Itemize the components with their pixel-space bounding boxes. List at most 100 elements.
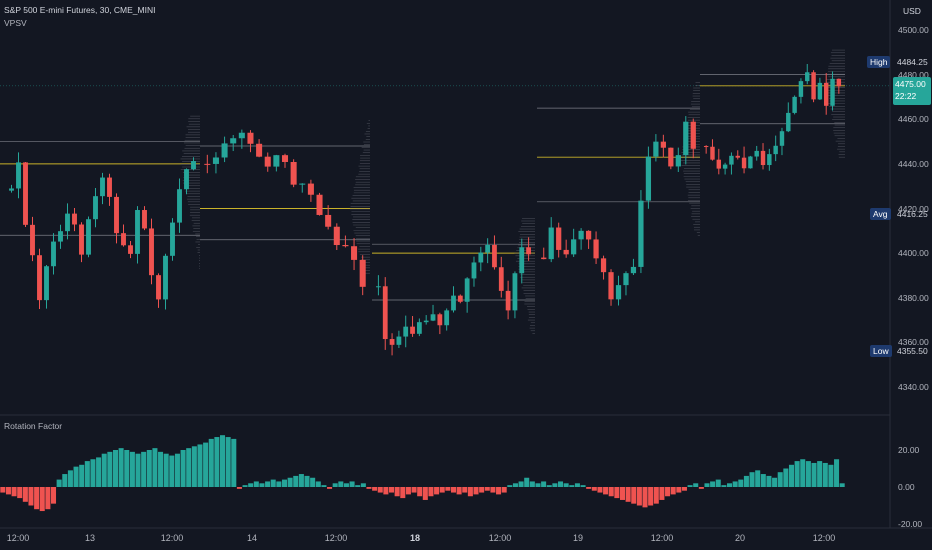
currency-label[interactable]: USD bbox=[903, 6, 921, 16]
price-tick-label: 4360.00 bbox=[898, 337, 929, 348]
candle-body bbox=[230, 138, 237, 144]
rotation-factor-bar bbox=[0, 487, 6, 493]
rotation-factor-bar bbox=[220, 435, 226, 487]
candle-body bbox=[416, 322, 422, 334]
time-tick-label: 12:00 bbox=[324, 533, 348, 543]
candle-body bbox=[585, 230, 592, 240]
rotation-factor-bar bbox=[811, 462, 817, 487]
rotation-factor-bar bbox=[225, 437, 231, 487]
candle-body bbox=[156, 275, 161, 300]
rotation-factor-bar bbox=[642, 487, 648, 508]
candle-body bbox=[403, 326, 409, 337]
rotation-factor-bar bbox=[603, 487, 609, 495]
price-tick-label: 4420.00 bbox=[898, 203, 929, 214]
rotation-factor-bar bbox=[349, 481, 355, 487]
price-tick-label: 4500.00 bbox=[898, 25, 929, 35]
rotation-factor-bar bbox=[304, 475, 310, 487]
candle-body bbox=[389, 339, 395, 345]
candle-body bbox=[72, 213, 77, 225]
candle-body bbox=[505, 290, 511, 311]
candle-body bbox=[630, 266, 637, 274]
avg-value: 4416.25 bbox=[897, 209, 928, 219]
rotation-factor-bar bbox=[287, 477, 293, 487]
candle-body bbox=[767, 154, 772, 166]
rotation-factor-bar bbox=[625, 487, 631, 502]
rotation-factor-bar bbox=[445, 487, 451, 491]
rotation-factor-bar bbox=[281, 479, 287, 487]
rotation-factor-bar bbox=[236, 487, 242, 489]
rotation-factor-bar bbox=[450, 487, 456, 493]
rotation-factor-bar bbox=[524, 477, 530, 487]
candle-body bbox=[805, 72, 810, 82]
candle-body bbox=[382, 286, 388, 340]
price-tick-label: 4380.00 bbox=[898, 292, 929, 303]
candle-body bbox=[359, 259, 366, 287]
rotation-factor-bar bbox=[462, 487, 468, 493]
rotation-factor-bar bbox=[518, 481, 524, 487]
candle-body bbox=[690, 121, 696, 149]
rotation-factor-bar bbox=[484, 487, 490, 491]
rotation-factor-bar bbox=[338, 481, 344, 487]
rotation-factor-bar bbox=[631, 487, 637, 504]
price-tick-label: 4400.00 bbox=[898, 248, 929, 259]
oscillator-title[interactable]: Rotation Factor bbox=[4, 421, 63, 431]
candle-body bbox=[316, 194, 323, 215]
rotation-factor-bar bbox=[738, 479, 744, 487]
candle-body bbox=[51, 241, 56, 267]
candle-body bbox=[779, 131, 785, 146]
candle-body bbox=[836, 78, 842, 87]
low-tag: Low bbox=[870, 345, 892, 357]
indicator-vpsv-label[interactable]: VPSV bbox=[4, 18, 27, 28]
rotation-factor-bar bbox=[79, 464, 85, 487]
rotation-factor-bar bbox=[479, 487, 485, 493]
candle-body bbox=[556, 227, 562, 250]
rotation-factor-bar bbox=[90, 459, 96, 487]
candle-body bbox=[645, 156, 652, 201]
rotation-factor-bar bbox=[259, 483, 265, 487]
rotation-factor-bar bbox=[490, 487, 496, 493]
rotation-factor-bar bbox=[698, 487, 704, 489]
candle-body bbox=[512, 273, 518, 311]
candle-body bbox=[290, 161, 297, 185]
candle-body bbox=[660, 141, 666, 148]
rotation-factor-bar bbox=[101, 453, 107, 487]
rotation-factor-bar bbox=[118, 448, 124, 487]
candle-body bbox=[773, 145, 778, 155]
rotation-factor-bar bbox=[146, 450, 152, 487]
rotation-factor-bar bbox=[721, 485, 727, 487]
rotation-factor-bar bbox=[169, 455, 175, 487]
rotation-factor-bar bbox=[107, 451, 113, 487]
candle-body bbox=[830, 78, 835, 106]
candle-body bbox=[65, 213, 70, 232]
rotation-factor-bar bbox=[704, 483, 710, 487]
candle-body bbox=[114, 196, 119, 234]
rotation-factor-bar bbox=[501, 487, 507, 493]
candle-body bbox=[16, 162, 21, 189]
rotation-factor-bar bbox=[417, 487, 423, 497]
candle-body bbox=[498, 267, 504, 291]
rotation-factor-bar bbox=[310, 477, 316, 487]
candle-body bbox=[519, 247, 525, 274]
candle-body bbox=[204, 163, 211, 165]
time-tick-label: 12:00 bbox=[6, 533, 30, 543]
candle-body bbox=[526, 247, 531, 255]
rotation-factor-bar bbox=[659, 487, 665, 500]
rotation-factor-bar bbox=[135, 453, 141, 487]
candle-body bbox=[121, 233, 126, 246]
candle-body bbox=[653, 141, 659, 157]
candle-body bbox=[128, 245, 133, 254]
symbol-title: S&P 500 E-mini Futures, 30, CME_MINI bbox=[4, 5, 156, 15]
rotation-factor-bar bbox=[174, 453, 180, 487]
candle-body bbox=[735, 155, 740, 158]
candle-body bbox=[811, 72, 816, 100]
rotation-factor-bar bbox=[428, 487, 434, 497]
candle-body bbox=[79, 224, 84, 255]
rotation-factor-bar bbox=[591, 487, 597, 491]
candle-body bbox=[748, 156, 753, 169]
rotation-factor-bar bbox=[265, 481, 271, 487]
candle-body bbox=[817, 82, 823, 100]
candle-body bbox=[823, 82, 829, 106]
rotation-factor-bar bbox=[828, 464, 834, 487]
rotation-factor-bar bbox=[760, 474, 766, 487]
